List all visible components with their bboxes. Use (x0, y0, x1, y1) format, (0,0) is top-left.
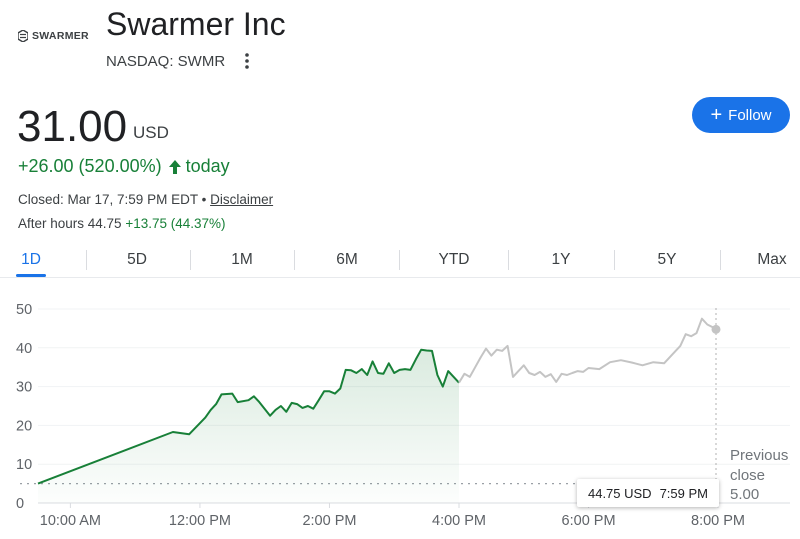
tab-1m[interactable]: 1M (231, 251, 253, 268)
tab-1y[interactable]: 1Y (551, 251, 571, 268)
x-tick-label: 10:00 AM (40, 513, 101, 529)
y-tick-label: 10 (16, 457, 32, 473)
previous-close-value: 5.00 (730, 486, 759, 503)
current-price: 31.00 (17, 102, 128, 151)
x-tick-label: 8:00 PM (691, 513, 745, 529)
y-tick-label: 30 (16, 380, 32, 396)
x-tick-label: 12:00 PM (169, 513, 231, 529)
market-status: Closed: Mar 17, 7:59 PM EDT • Disclaimer (18, 192, 273, 207)
price-change: +26.00 (520.00%) today (18, 156, 230, 177)
after-hours-change: +13.75 (44.37%) (125, 216, 226, 231)
follow-button[interactable]: + Follow (692, 97, 790, 133)
tab-ytd[interactable]: YTD (438, 251, 470, 268)
y-tick-label: 20 (16, 418, 32, 434)
tab-divider (614, 250, 615, 270)
active-tab-indicator (16, 274, 46, 277)
disclaimer-link[interactable]: Disclaimer (210, 192, 274, 207)
swarmer-logo-icon (18, 30, 28, 42)
x-tick-label: 2:00 PM (302, 513, 356, 529)
regular-session-area (38, 349, 459, 503)
logo-text: SWARMER (32, 30, 89, 42)
exchange-ticker: NASDAQ: SWMR (106, 53, 226, 70)
tooltip-price: 44.75 USD (587, 485, 652, 501)
y-tick-label: 50 (16, 302, 32, 318)
after-hours: After hours 44.75 +13.75 (44.37%) (18, 216, 226, 231)
previous-close-label: Previous (730, 447, 788, 464)
tab-divider (86, 250, 87, 270)
tab-divider (399, 250, 400, 270)
tab-divider (294, 250, 295, 270)
closed-text: Closed: Mar 17, 7:59 PM EDT • (18, 192, 207, 207)
tab-max[interactable]: Max (757, 251, 787, 268)
tooltip-time: 7:59 PM (659, 485, 708, 501)
follow-label: Follow (728, 106, 772, 124)
y-tick-label: 0 (16, 496, 24, 512)
after-hours-label: After hours 44.75 (18, 216, 122, 231)
previous-close-label: close (730, 467, 765, 484)
change-value: +26.00 (520.00%) (18, 156, 162, 176)
x-tick-label: 6:00 PM (562, 513, 616, 529)
range-tabs: 1D 5D 1M 6M YTD 1Y 5Y Max (0, 244, 800, 278)
regular-session-line (37, 348, 460, 485)
tab-1d[interactable]: 1D (21, 251, 41, 268)
company-logo: SWARMER (18, 30, 89, 42)
change-suffix: today (185, 156, 230, 176)
y-tick-label: 40 (16, 341, 32, 357)
after-hours-line (458, 317, 718, 384)
tabs-divider (0, 277, 800, 278)
tab-6m[interactable]: 6M (336, 251, 358, 268)
tab-divider (508, 250, 509, 270)
tab-divider (190, 250, 191, 270)
chart-tooltip: 44.75 USD 7:59 PM (577, 479, 719, 507)
tab-5d[interactable]: 5D (127, 251, 147, 268)
tab-5y[interactable]: 5Y (657, 251, 677, 268)
company-name: Swarmer Inc (106, 6, 286, 42)
more-vert-icon[interactable] (241, 51, 253, 71)
arrow-up-icon (168, 159, 181, 174)
x-tick-label: 4:00 PM (432, 513, 486, 529)
tab-divider (720, 250, 721, 270)
price-currency: USD (133, 123, 169, 142)
last-point-marker (711, 324, 721, 334)
plus-icon: + (710, 104, 723, 126)
